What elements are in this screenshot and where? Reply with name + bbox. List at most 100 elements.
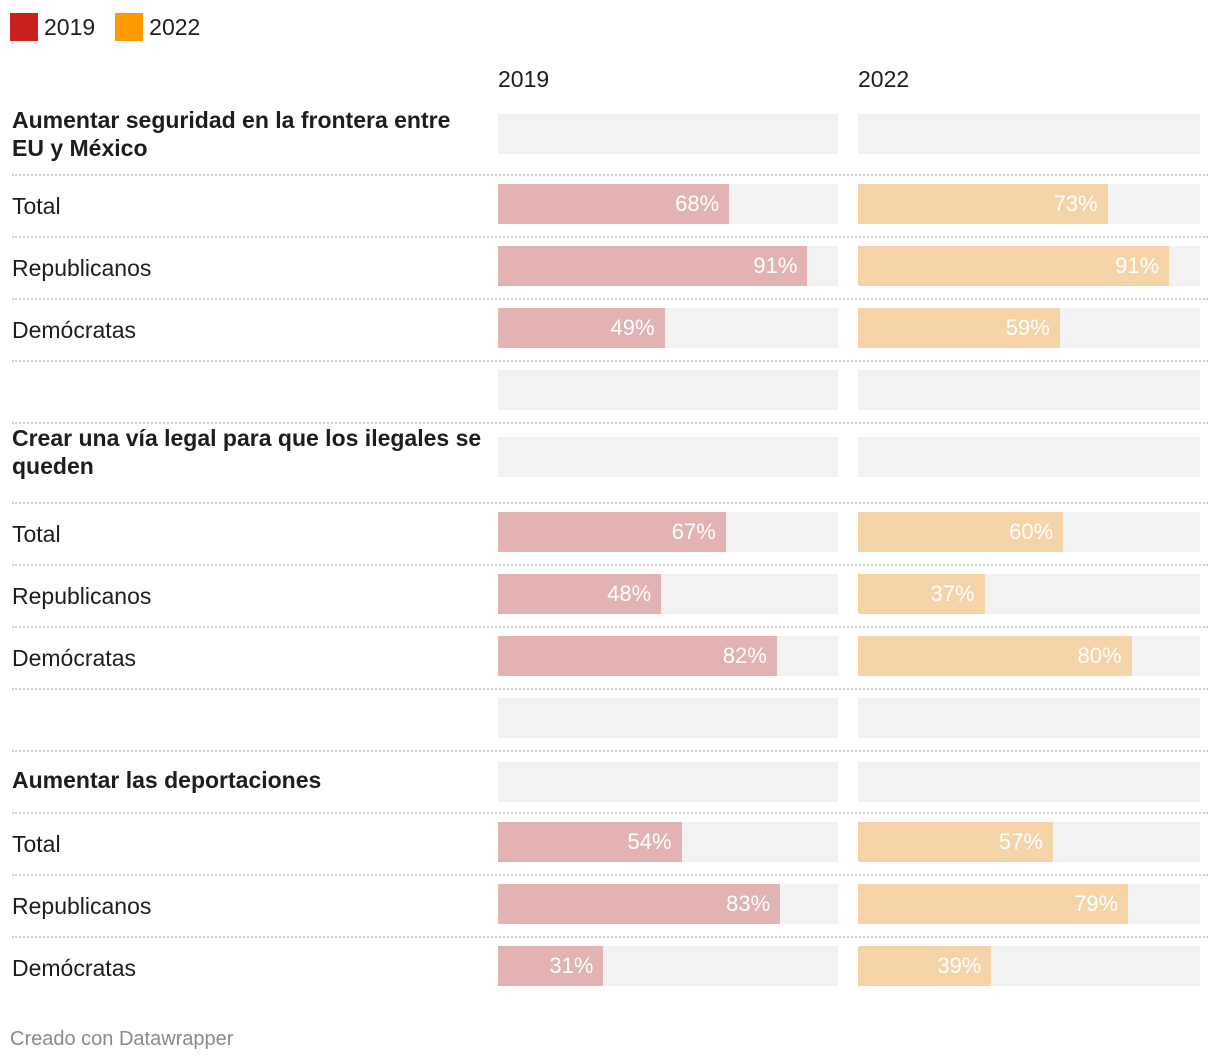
bar-track-empty-2019 (498, 370, 838, 410)
row-label: Total (12, 193, 61, 219)
row-label: Total (12, 831, 61, 857)
data-row: Republicanos 48% 37% (12, 566, 1208, 628)
bar-value-label-2022: 91% (1115, 253, 1160, 278)
bar-2019 (498, 246, 808, 286)
bar-track-2022: 37% (858, 574, 1200, 614)
bar-value-label-2022: 37% (930, 581, 975, 606)
bar-value-label-2022: 57% (998, 829, 1043, 854)
bar-2022 (858, 822, 1053, 862)
bar-value-label-2019: 91% (753, 253, 798, 278)
row-label: Demócratas (12, 955, 136, 981)
bar-2019 (498, 184, 730, 224)
bar-track-2019: 83% (498, 884, 838, 924)
bar-track-2022: 80% (858, 636, 1200, 676)
data-row: Demócratas 82% 80% (12, 628, 1208, 690)
bar-value-label-2022: 60% (1009, 519, 1054, 544)
bar-value-label-2022: 80% (1077, 643, 1122, 668)
row-label: Republicanos (12, 583, 152, 609)
bar-track-2019: 67% (498, 512, 838, 552)
bar-track-2022: 39% (858, 946, 1200, 986)
data-row: Total 54% 57% (12, 814, 1208, 876)
legend-swatch (115, 13, 144, 41)
bar-track-empty-2019 (498, 698, 838, 738)
data-row: Demócratas 31% 39% (12, 938, 1208, 996)
bar-track-2019: 82% (498, 636, 838, 676)
bar-value-label-2019: 82% (722, 643, 767, 668)
bar-value-label-2022: 79% (1074, 891, 1119, 916)
bar-2019 (498, 884, 781, 924)
bar-track-2019: 54% (498, 822, 838, 862)
bar-value-label-2022: 39% (937, 953, 982, 978)
spacer-row (12, 690, 1208, 752)
bar-2022 (858, 946, 992, 986)
bar-track-2022: 57% (858, 822, 1200, 862)
column-header-2019: 2019 (498, 66, 550, 92)
row-label: Total (12, 521, 61, 547)
bar-track-2019: 91% (498, 246, 838, 286)
row-label: Republicanos (12, 255, 152, 281)
bar-2022 (858, 308, 1060, 348)
group-title-row: Aumentar seguridad en la frontera entre … (12, 106, 1208, 176)
row-label: Demócratas (12, 317, 136, 343)
data-row: Republicanos 83% 79% (12, 876, 1208, 938)
bar-2022 (858, 884, 1129, 924)
bar-track-2019: 48% (498, 574, 838, 614)
bar-value-label-2019: 49% (610, 315, 655, 340)
group-title: Crear una vía legal para que los ilegale… (12, 425, 482, 479)
bar-2019 (498, 946, 604, 986)
data-row: Total 68% 73% (12, 176, 1208, 238)
legend-item-2022: 2022 (115, 13, 200, 41)
bar-track-2019: 49% (498, 308, 838, 348)
data-row: Republicanos 91% 91% (12, 238, 1208, 300)
bar-2022 (858, 184, 1108, 224)
bar-track-empty-2019 (498, 114, 838, 154)
bar-track-empty-2022 (858, 114, 1200, 154)
row-label: Republicanos (12, 893, 152, 919)
bar-value-label-2019: 83% (726, 891, 771, 916)
bar-track-empty-2022 (858, 370, 1200, 410)
bar-2019 (498, 574, 662, 614)
column-header-2022: 2022 (858, 66, 910, 92)
bar-track-empty-2022 (858, 762, 1200, 802)
bar-2022 (858, 636, 1132, 676)
data-row: Total 67% 60% (12, 504, 1208, 566)
legend-swatch (10, 13, 38, 41)
bar-track-2022: 91% (858, 246, 1200, 286)
bar-value-label-2019: 48% (607, 581, 652, 606)
footer-credit: Creado con Datawrapper (10, 1028, 234, 1050)
bar-track-2022: 79% (858, 884, 1200, 924)
bar-track-2022: 60% (858, 512, 1200, 552)
bar-value-label-2019: 68% (675, 191, 720, 216)
bar-2022 (858, 246, 1170, 286)
bar-track-2022: 59% (858, 308, 1200, 348)
row-label: Demócratas (12, 645, 136, 671)
bar-track-2022: 73% (858, 184, 1200, 224)
group-title-row: Crear una vía legal para que los ilegale… (12, 424, 1208, 504)
data-row: Demócratas 49% 59% (12, 300, 1208, 362)
bar-2019 (498, 822, 682, 862)
bar-track-empty-2019 (498, 437, 838, 477)
bar-track-2019: 31% (498, 946, 838, 986)
group-title: Aumentar las deportaciones (12, 767, 322, 793)
bar-track-empty-2022 (858, 437, 1200, 477)
bar-value-label-2019: 31% (549, 953, 594, 978)
legend-item-2019: 2019 (10, 13, 95, 41)
bar-2022 (858, 574, 985, 614)
spacer-row (12, 362, 1208, 424)
bar-value-label-2022: 73% (1053, 191, 1098, 216)
bar-2019 (498, 636, 777, 676)
bar-track-empty-2019 (498, 762, 838, 802)
legend-label: 2022 (149, 13, 201, 40)
bar-2019 (498, 512, 726, 552)
bar-value-label-2019: 54% (627, 829, 672, 854)
bar-track-empty-2022 (858, 698, 1200, 738)
group-title-row: Aumentar las deportaciones (12, 752, 1208, 814)
bar-2022 (858, 512, 1064, 552)
bar-value-label-2022: 59% (1005, 315, 1050, 340)
legend: 2019 2022 (10, 12, 220, 42)
legend-label: 2019 (44, 13, 96, 40)
bar-2019 (498, 308, 665, 348)
group-title: Aumentar seguridad en la frontera entre … (12, 107, 451, 161)
bar-track-2019: 68% (498, 184, 838, 224)
bar-value-label-2019: 67% (671, 519, 716, 544)
